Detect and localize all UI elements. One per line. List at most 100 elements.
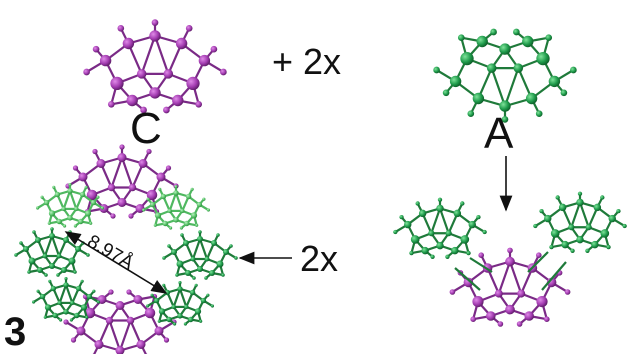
atom — [183, 322, 187, 326]
atom — [190, 256, 196, 262]
atom — [138, 159, 148, 168]
atom — [221, 273, 225, 277]
atom — [437, 197, 443, 202]
bond — [118, 320, 132, 351]
atom — [63, 309, 69, 315]
atom — [110, 213, 116, 219]
atom — [499, 43, 511, 55]
atom — [585, 248, 590, 253]
atom — [198, 230, 202, 234]
atom — [188, 316, 194, 323]
atom — [536, 51, 550, 66]
atom — [162, 256, 166, 260]
atom — [61, 267, 67, 273]
atom — [202, 197, 206, 201]
atom — [576, 235, 584, 244]
atom — [216, 260, 224, 268]
atom — [178, 281, 182, 285]
atom — [94, 340, 104, 349]
atom — [421, 246, 429, 255]
atom — [482, 229, 487, 235]
atom — [190, 187, 194, 191]
atom — [117, 24, 125, 32]
atom — [70, 337, 77, 343]
atom — [19, 241, 23, 245]
cluster-a-molecule — [433, 28, 577, 123]
atom — [194, 308, 202, 315]
atom — [117, 198, 127, 207]
atom — [516, 321, 523, 327]
atom — [433, 66, 440, 74]
bond — [578, 202, 590, 228]
atom — [197, 266, 203, 272]
atom — [195, 100, 203, 108]
atom — [144, 307, 156, 319]
atom — [568, 224, 575, 231]
atom — [513, 28, 520, 36]
atom — [86, 189, 98, 201]
atom — [48, 210, 56, 217]
atom — [576, 198, 584, 207]
bond — [527, 251, 549, 273]
atom — [548, 75, 561, 88]
atom — [115, 346, 125, 354]
atom — [163, 337, 170, 343]
atom — [166, 316, 172, 323]
atom — [194, 283, 198, 287]
atom — [90, 199, 97, 206]
atom — [150, 293, 154, 297]
bond — [108, 320, 122, 351]
atom — [472, 92, 485, 105]
atom — [177, 286, 183, 292]
atom — [56, 253, 62, 259]
atom — [154, 212, 162, 219]
atom — [229, 244, 233, 248]
atom — [89, 221, 93, 225]
atom — [167, 244, 171, 248]
atom — [536, 296, 548, 308]
atom — [86, 293, 93, 300]
bond — [50, 235, 61, 257]
atom — [122, 37, 135, 50]
atom — [409, 250, 414, 256]
bond — [469, 257, 493, 273]
atom — [206, 208, 210, 212]
atom — [544, 214, 552, 223]
bond — [153, 35, 170, 75]
label-a: A — [484, 109, 514, 158]
atom — [478, 252, 485, 258]
atom — [128, 213, 134, 219]
atom — [622, 223, 627, 229]
atom — [457, 34, 465, 42]
atom — [539, 208, 544, 214]
label-c: C — [130, 104, 162, 153]
atom — [84, 210, 92, 217]
atom — [220, 68, 227, 76]
atom — [76, 326, 86, 336]
bond — [172, 288, 182, 308]
atom — [410, 235, 420, 244]
atom — [63, 237, 69, 243]
atom — [149, 201, 156, 208]
atom — [486, 63, 497, 73]
bond — [198, 238, 209, 260]
bond — [62, 190, 72, 210]
atom — [616, 208, 621, 214]
atom — [52, 312, 58, 319]
atom — [92, 289, 96, 293]
atom — [180, 208, 185, 214]
atom — [600, 229, 610, 238]
atom — [470, 316, 477, 323]
atom — [42, 253, 48, 259]
atom — [52, 185, 56, 189]
bond — [168, 192, 178, 212]
atom — [533, 223, 538, 229]
atom — [40, 195, 44, 199]
atom — [146, 304, 150, 308]
atom — [154, 326, 164, 336]
atom — [513, 63, 524, 73]
atom — [536, 252, 542, 258]
atom — [36, 289, 40, 293]
atom — [453, 209, 462, 218]
cluster-c-molecule — [83, 19, 227, 114]
